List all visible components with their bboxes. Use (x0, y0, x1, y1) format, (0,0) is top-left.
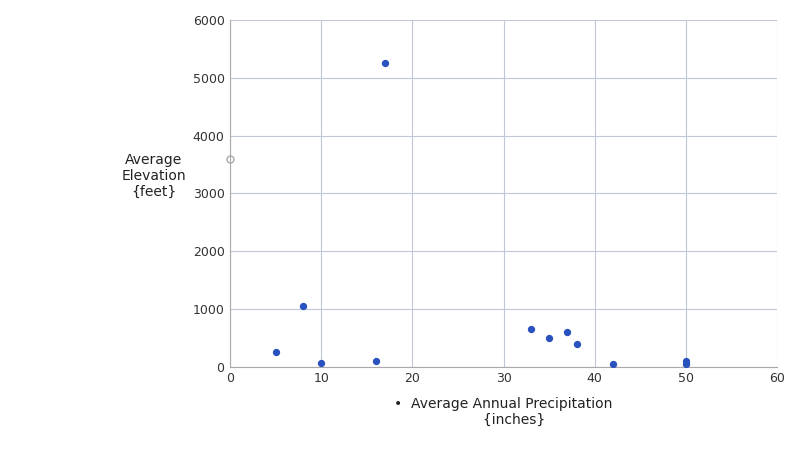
Point (679, 358, 692, 365)
X-axis label: •  Average Annual Precipitation
     {inches}: • Average Annual Precipitation {inches} (394, 397, 613, 427)
Point (315, 359, 328, 366)
Point (297, 302, 310, 310)
Point (679, 360, 692, 368)
Point (561, 328, 574, 336)
Point (525, 326, 538, 333)
Point (370, 358, 382, 365)
Point (270, 349, 282, 356)
Point (542, 334, 555, 342)
Point (570, 340, 583, 347)
Point (606, 360, 619, 368)
Point (378, 60, 391, 67)
Y-axis label: Average
Elevation
{feet}: Average Elevation {feet} (122, 153, 186, 199)
